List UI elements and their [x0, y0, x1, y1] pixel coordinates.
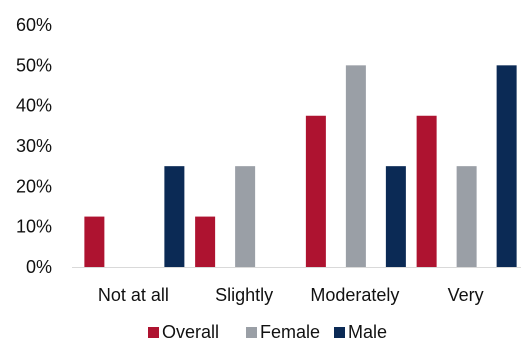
bar-female-slightly [235, 166, 256, 267]
legend: Overall Female Male [148, 322, 387, 342]
y-tick-label: 40% [16, 96, 52, 116]
legend-swatch-overall [148, 327, 159, 338]
legend-label-male: Male [348, 322, 387, 342]
legend-label-overall: Overall [162, 322, 219, 342]
legend-label-female: Female [260, 322, 320, 342]
x-tick-label: Very [448, 285, 484, 305]
bar-overall-moderately [305, 115, 326, 267]
y-tick-label: 30% [16, 136, 52, 156]
bar-female-very [456, 166, 477, 267]
x-tick-label: Moderately [310, 285, 399, 305]
bar-overall-slightly [195, 216, 216, 267]
bar-male-very [496, 65, 517, 267]
y-axis: 0% 10% 20% 30% 40% 50% 60% [16, 15, 52, 277]
bar-male-moderately [385, 166, 406, 267]
y-tick-label: 0% [26, 257, 52, 277]
x-tick-label: Slightly [215, 285, 273, 305]
bar-overall-very [416, 115, 437, 267]
legend-swatch-male [334, 327, 345, 338]
y-tick-label: 10% [16, 217, 52, 237]
y-tick-label: 20% [16, 176, 52, 196]
legend-swatch-female [246, 327, 257, 338]
bars [84, 65, 517, 267]
bar-male-not-at-all [164, 166, 185, 267]
x-tick-label: Not at all [98, 285, 169, 305]
y-tick-label: 50% [16, 55, 52, 75]
y-tick-label: 60% [16, 15, 52, 35]
bar-female-moderately [345, 65, 366, 267]
x-axis: Not at all Slightly Moderately Very [72, 267, 521, 305]
bar-overall-not-at-all [84, 216, 105, 267]
